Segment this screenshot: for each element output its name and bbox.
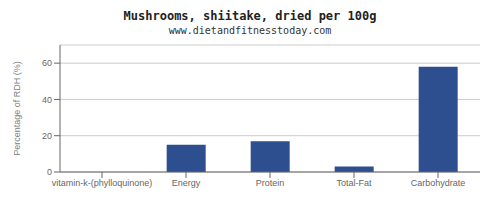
svg-text:Energy: Energy — [172, 178, 201, 188]
svg-text:vitamin-k-(phylloquinone): vitamin-k-(phylloquinone) — [52, 178, 153, 188]
html-text:www.dietandfitnesstoday.com: www.dietandfitnesstoday.com — [168, 25, 332, 36]
svg-text:20: 20 — [42, 131, 52, 141]
svg-text:60: 60 — [42, 58, 52, 68]
svg-text:Carbohydrate: Carbohydrate — [411, 178, 466, 188]
svg-text:40: 40 — [42, 95, 52, 105]
svg-text:Total-Fat: Total-Fat — [336, 178, 372, 188]
svg-text:Percentage of RDH (%): Percentage of RDH (%) — [12, 61, 22, 156]
html-text:Mushrooms, shiitake, dried per: Mushrooms, shiitake, dried per 100g — [123, 9, 377, 23]
svg-text:0: 0 — [47, 167, 52, 177]
svg-text:Protein: Protein — [256, 178, 285, 188]
